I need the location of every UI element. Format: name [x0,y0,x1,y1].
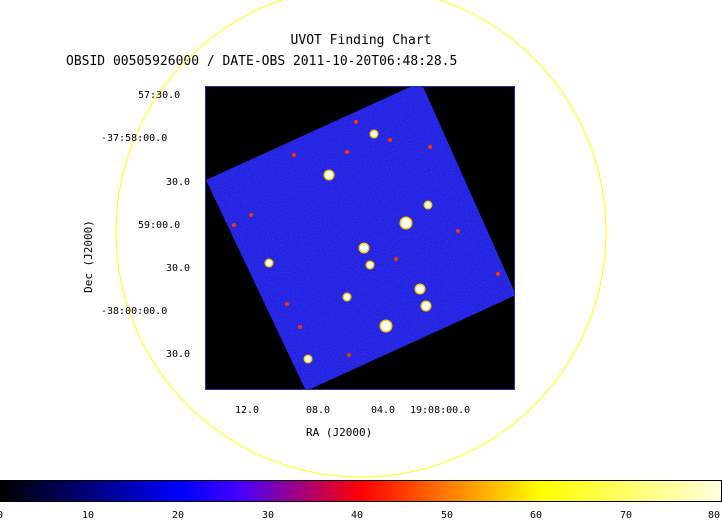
colorbar-tick: 50 [441,510,454,521]
colorbar-tick: 30 [262,510,275,521]
star [298,325,302,329]
star [401,218,411,228]
chart-subtitle: OBSID 00505926000 / DATE-OBS 2011-10-20T… [66,54,458,69]
star [428,145,432,149]
x-axis-label: RA (J2000) [306,426,373,439]
dec-tick: -37:58:00.0 [101,133,168,144]
colorbar-tick: 70 [620,510,633,521]
dec-tick: 30.0 [166,177,191,188]
colorbar-tick: 60 [530,510,543,521]
colorbar-tick: 10 [82,510,95,521]
star [232,223,236,227]
star [425,202,431,208]
ra-tick: 08.0 [306,405,331,416]
sky-image-svg [206,87,514,389]
dec-tick: -38:00:00.0 [101,306,168,317]
stars [232,120,500,364]
star [394,257,398,261]
star [360,244,368,252]
colorbar [0,480,722,502]
colorbar-tick: 40 [351,510,364,521]
ra-tick: 12.0 [235,405,260,416]
star [344,294,350,300]
ra-tick: 04.0 [371,405,396,416]
star [347,353,351,357]
star [345,150,349,154]
colorbar-tick: 80 [708,510,721,521]
colorbar-ticks: 0 10 20 30 40 50 60 70 80 [0,502,722,521]
star [249,213,253,217]
star [367,262,373,268]
star [381,321,391,331]
star [292,153,296,157]
star [496,272,500,276]
star [416,285,424,293]
star [354,120,358,124]
star [371,131,377,137]
chart-title: UVOT Finding Chart [290,33,432,48]
star [456,229,460,233]
star [422,302,430,310]
star [388,138,392,142]
star [266,260,272,266]
dec-tick: 30.0 [166,263,191,274]
sky-image [205,86,515,390]
star [305,356,311,362]
dec-tick: 59:00.0 [138,220,181,231]
star [325,171,333,179]
colorbar-tick: 20 [172,510,185,521]
y-axis-label: Dec (J2000) [81,220,95,293]
ra-tick: 19:08:00.0 [410,405,471,416]
star [285,302,289,306]
dec-tick: 30.0 [166,349,191,360]
dec-tick: 57:30.0 [138,90,181,101]
colorbar-tick: 0 [0,510,4,521]
